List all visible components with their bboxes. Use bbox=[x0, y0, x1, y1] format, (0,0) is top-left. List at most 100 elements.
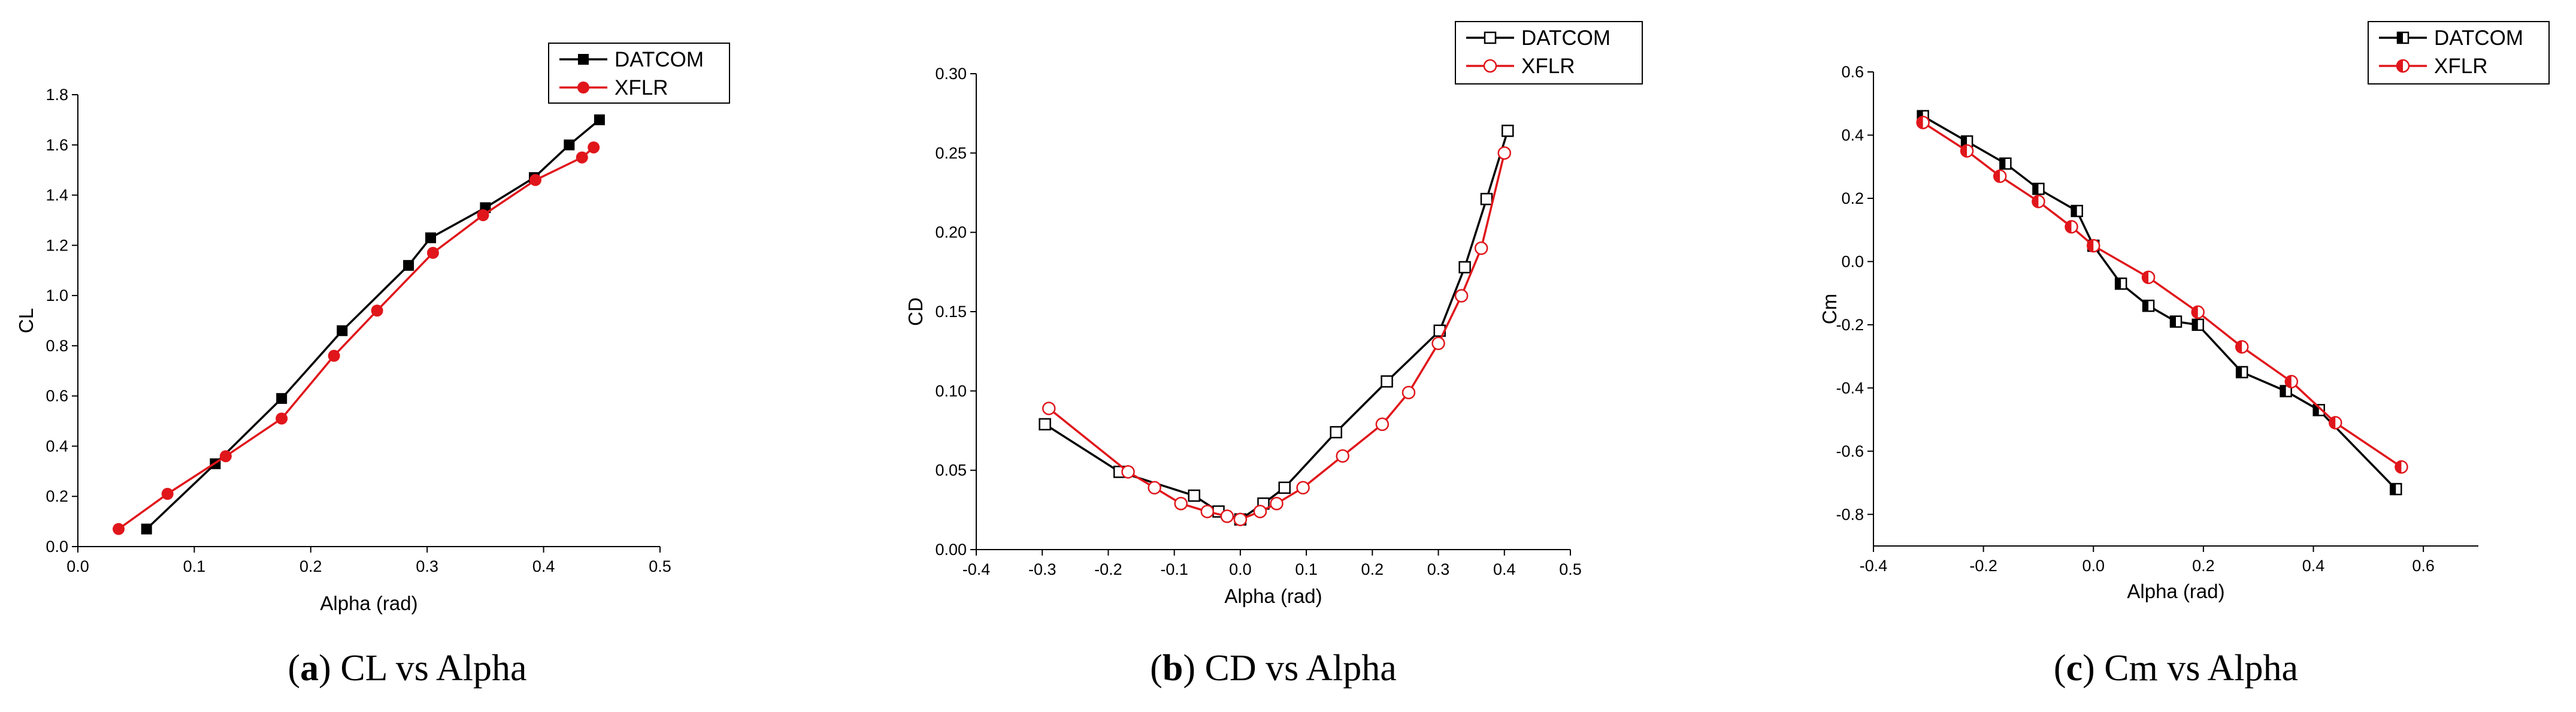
chart-cd-series-xflr-point bbox=[1174, 496, 1188, 511]
chart-cd-y-tick-label: 0.20 bbox=[935, 224, 967, 242]
chart-cd-x-tick-label: 0.4 bbox=[1493, 560, 1516, 578]
chart-cd-y-tick-label: 0.30 bbox=[935, 65, 967, 83]
chart-cm-series-xflr-point-half bbox=[2191, 306, 2198, 318]
chart-cd-series-datcom-point bbox=[1188, 489, 1200, 502]
chart-cm-series-xflr-point-half bbox=[2032, 195, 2039, 208]
chart-cd-y-axis-title: CD bbox=[904, 297, 927, 326]
chart-cl-caption: (a) CL vs Alpha bbox=[288, 648, 527, 689]
chart-cm-y-tick-label: -0.4 bbox=[1836, 379, 1864, 397]
chart-cl-series-xflr-point bbox=[588, 141, 600, 153]
chart-cd-legend-marker-datcom bbox=[1484, 31, 1497, 44]
chart-cl-series-datcom-point bbox=[141, 523, 152, 535]
chart-cm-legend: DATCOM XFLR bbox=[2368, 21, 2550, 85]
chart-cd-series-xflr-point bbox=[1375, 417, 1390, 432]
chart-cl-series-datcom-point bbox=[337, 325, 348, 336]
chart-cm-caption-text: Cm vs Alpha bbox=[2095, 648, 2298, 689]
chart-cd-series-xflr-point bbox=[1220, 509, 1234, 523]
chart-cd-series-xflr-point bbox=[1474, 241, 1488, 255]
chart-cl-x-tick-label: 0.5 bbox=[649, 557, 671, 575]
chart-cm-caption-paren-open: ( bbox=[2054, 648, 2066, 689]
chart-cl-x-tick-label: 0.0 bbox=[66, 557, 89, 575]
chart-cl-y-tick-label: 0.2 bbox=[46, 487, 68, 505]
chart-cl-y-tick-label: 1.8 bbox=[46, 86, 68, 104]
chart-cd-caption-text: CD vs Alpha bbox=[1195, 648, 1397, 689]
chart-cm-series-datcom-point-half bbox=[1917, 110, 1923, 122]
chart-cl-series-datcom-point bbox=[564, 139, 575, 150]
chart-cm-y-tick-label: 0.6 bbox=[1841, 63, 1864, 81]
chart-cm-series-datcom bbox=[1917, 110, 2402, 496]
chart-cl-x-tick-label: 0.3 bbox=[416, 557, 438, 575]
chart-cd-x-tick-label: 0.5 bbox=[1559, 560, 1582, 578]
chart-cm-x-tick-label: 0.6 bbox=[2412, 557, 2435, 575]
chart-cl-series-xflr-point bbox=[371, 304, 383, 317]
chart-cm-series-xflr-point-half bbox=[2065, 221, 2072, 233]
chart-cd-legend-marker-xflr bbox=[1483, 59, 1497, 73]
chart-cl-series-xflr-line bbox=[117, 146, 595, 530]
chart-cm-series-datcom-point-half bbox=[2313, 405, 2319, 416]
chart-cl-series-xflr-point bbox=[426, 246, 439, 259]
chart-cd-legend-label-xflr: XFLR bbox=[1521, 55, 1575, 78]
chart-cd-caption-paren-open: ( bbox=[1150, 648, 1163, 689]
chart-cd-y-tick-label: 0.25 bbox=[935, 144, 967, 162]
chart-cd-series-datcom-point bbox=[1278, 481, 1291, 494]
chart-cm-series-xflr-point-half bbox=[2395, 461, 2402, 473]
chart-cd-caption-paren-close: ) bbox=[1183, 648, 1195, 689]
chart-cl-caption-paren-open: ( bbox=[288, 648, 301, 689]
chart-cl-y-tick-label: 0.0 bbox=[46, 538, 68, 556]
chart-cm-series-xflr-point-half bbox=[1917, 116, 1923, 129]
chart-cd-x-tick-label: -0.3 bbox=[1028, 560, 1057, 578]
chart-cm-y-tick-label: 0.4 bbox=[1841, 126, 1864, 144]
chart-cl-series-datcom-point bbox=[425, 232, 437, 243]
chart-cl-series-xflr-point bbox=[276, 412, 288, 425]
chart-cd-series-xflr-point bbox=[1042, 402, 1056, 415]
chart-cd-x-tick-label: -0.4 bbox=[962, 560, 991, 578]
chart-cd-x-tick-label: -0.1 bbox=[1160, 560, 1188, 578]
chart-cm-series-xflr-point-half bbox=[2087, 240, 2094, 252]
chart-cl-series-xflr bbox=[113, 141, 600, 535]
chart-cm-legend-label-datcom: DATCOM bbox=[2434, 26, 2523, 50]
chart-cm-y-tick-label: -0.8 bbox=[1836, 505, 1864, 523]
chart-cm-x-tick-label: -0.4 bbox=[1860, 557, 1888, 575]
chart-cm-series-datcom-point-half bbox=[2143, 300, 2149, 312]
chart-cl-legend-box bbox=[548, 43, 730, 104]
chart-cd-series-xflr-point bbox=[1233, 512, 1248, 526]
chart-cm-series-xflr-point-half bbox=[1994, 170, 2000, 183]
chart-cl-y-tick-label: 1.6 bbox=[46, 136, 68, 154]
chart-cl-x-axis-title: Alpha (rad) bbox=[320, 592, 417, 614]
chart-cd-series-xflr-point bbox=[1454, 289, 1469, 303]
chart-cm-caption-paren-close: ) bbox=[2082, 648, 2095, 689]
chart-cm-series-xflr-point-half bbox=[2236, 340, 2242, 353]
chart-cl-y-tick-label: 1.0 bbox=[46, 286, 68, 304]
chart-cd-series-xflr bbox=[1042, 146, 1512, 526]
chart-cd-legend-label-datcom: DATCOM bbox=[1521, 26, 1611, 50]
chart-cl-caption-paren-close: ) bbox=[319, 648, 331, 689]
chart-cm-caption: (c) Cm vs Alpha bbox=[2054, 648, 2298, 689]
chart-cd-legend: DATCOM XFLR bbox=[1455, 21, 1643, 85]
chart-cm-series-datcom-point-half bbox=[2033, 183, 2039, 195]
chart-cm-y-tick-label: 0.0 bbox=[1841, 252, 1864, 270]
chart-cd-series-datcom-point bbox=[1039, 418, 1051, 431]
chart-cd-series-xflr-point bbox=[1296, 481, 1310, 495]
chart-cm-y-axis-title: Cm bbox=[1818, 294, 1841, 324]
chart-cl-series-xflr-point bbox=[219, 450, 232, 463]
chart-cl-series-xflr-point bbox=[576, 151, 588, 164]
chart-cd-series-datcom bbox=[1039, 125, 1514, 526]
chart-cl-caption-text: CL vs Alpha bbox=[331, 648, 527, 689]
chart-cm-series-datcom-point-half bbox=[2171, 316, 2176, 327]
chart-cd-series-xflr-point bbox=[1497, 146, 1512, 160]
chart-cd-series-datcom-point bbox=[1502, 125, 1514, 137]
chart-cl-x-tick-label: 0.4 bbox=[532, 557, 555, 575]
chart-cl-y-axis-title: CL bbox=[15, 308, 37, 333]
chart-cd-series-datcom-point bbox=[1458, 261, 1471, 274]
chart-cl-series-datcom-point bbox=[276, 393, 287, 404]
chart-cl: 0.0 0.1 0.2 0.3 0.4 0.5 0.0 0.2 0.4 0.6 0.8 1.0 1.2 1… bbox=[15, 43, 730, 689]
chart-cl-series-xflr-point bbox=[113, 523, 125, 535]
chart-cd-x-tick-label: -0.2 bbox=[1094, 560, 1122, 578]
chart-cd-series-datcom-point bbox=[1381, 375, 1393, 388]
chart-cm-series-datcom-point-half bbox=[2390, 484, 2396, 495]
chart-cl-series-datcom-line bbox=[146, 119, 601, 530]
chart-cm-series-datcom-point-half bbox=[2280, 385, 2286, 397]
chart-cd-y-tick-label: 0.05 bbox=[935, 461, 967, 479]
chart-cl-series-xflr-point bbox=[529, 174, 541, 186]
